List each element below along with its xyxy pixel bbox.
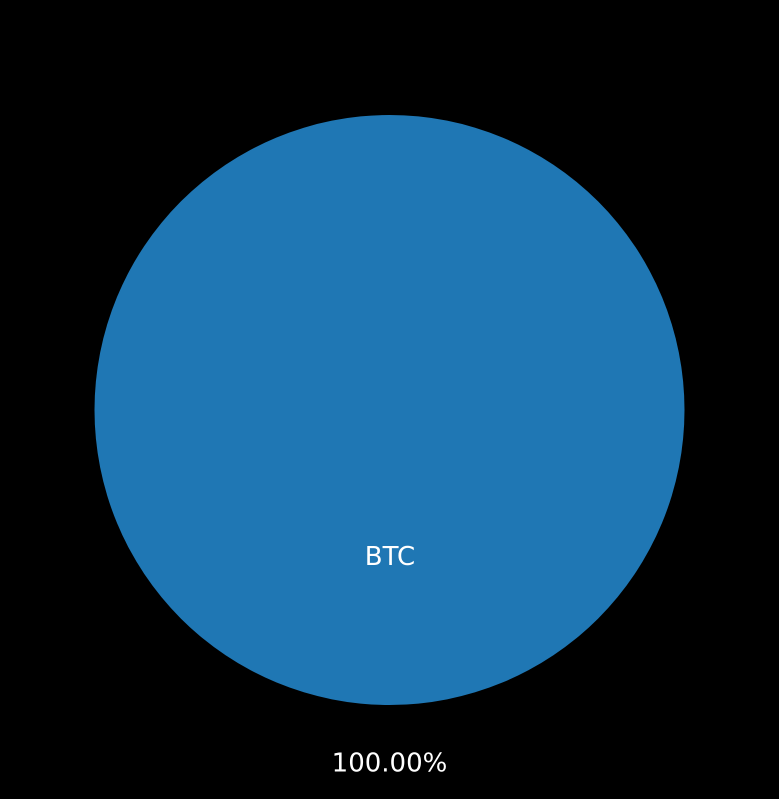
pie-slice-btc <box>94 115 685 705</box>
slice-label-btc: BTC <box>365 542 415 572</box>
slice-percent-label-btc: 100.00% <box>332 749 448 779</box>
pie-labels: BTC 100.00% <box>332 542 448 779</box>
pie-slices <box>94 115 685 705</box>
